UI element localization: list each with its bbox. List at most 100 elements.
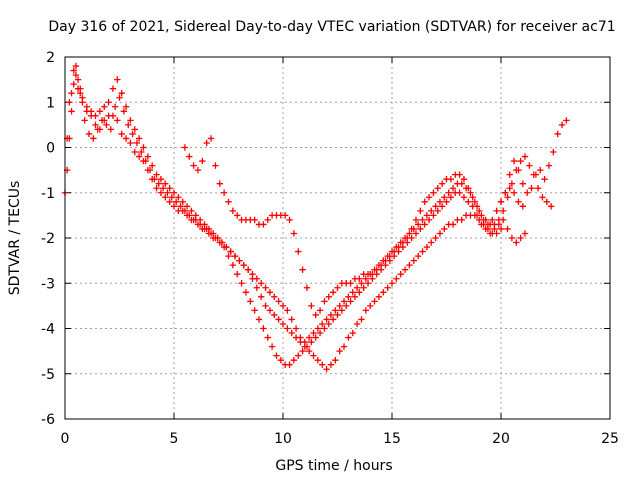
data-point bbox=[111, 103, 119, 110]
data-point bbox=[456, 171, 463, 178]
data-point bbox=[260, 221, 267, 228]
data-point bbox=[312, 334, 319, 341]
data-point bbox=[81, 117, 88, 124]
data-point bbox=[244, 266, 252, 273]
data-point bbox=[541, 175, 548, 183]
data-point bbox=[286, 361, 293, 368]
data-point bbox=[260, 325, 267, 332]
data-point bbox=[284, 325, 291, 332]
data-point bbox=[345, 293, 352, 301]
data-point bbox=[290, 356, 298, 364]
data-point bbox=[70, 80, 77, 88]
data-point bbox=[526, 162, 533, 169]
data-point bbox=[447, 194, 455, 201]
data-point bbox=[425, 216, 433, 224]
data-point bbox=[153, 185, 160, 192]
data-point bbox=[168, 194, 176, 201]
data-point bbox=[523, 189, 531, 196]
data-point bbox=[255, 316, 263, 323]
data-point bbox=[190, 162, 197, 169]
data-point bbox=[153, 171, 160, 178]
x-axis-label: GPS time / hours bbox=[275, 458, 392, 474]
data-point bbox=[162, 194, 169, 201]
data-point bbox=[135, 153, 143, 160]
data-point bbox=[347, 298, 354, 305]
data-point bbox=[70, 67, 77, 74]
data-point bbox=[192, 212, 199, 219]
y-tick-label: -2 bbox=[41, 231, 55, 247]
data-point bbox=[292, 334, 300, 341]
data-point bbox=[358, 316, 365, 323]
data-point bbox=[85, 130, 93, 138]
data-point bbox=[321, 298, 328, 305]
data-point bbox=[271, 293, 278, 301]
data-point bbox=[425, 194, 433, 201]
data-point bbox=[419, 248, 426, 255]
data-point bbox=[443, 198, 450, 205]
data-point bbox=[142, 157, 149, 165]
x-tick-labels: 0 5 10 15 20 25 bbox=[61, 431, 619, 447]
data-point bbox=[155, 180, 162, 187]
data-point bbox=[428, 207, 435, 215]
data-point bbox=[127, 117, 134, 124]
data-point bbox=[327, 311, 335, 319]
data-point bbox=[98, 117, 106, 124]
data-point bbox=[159, 185, 167, 192]
x-tick-label: 25 bbox=[601, 431, 619, 447]
data-point bbox=[447, 175, 455, 183]
data-point bbox=[303, 284, 311, 291]
data-point bbox=[412, 230, 420, 237]
data-point bbox=[460, 194, 468, 201]
data-point bbox=[547, 203, 555, 210]
data-point bbox=[284, 307, 291, 314]
data-point bbox=[305, 334, 313, 341]
data-point bbox=[543, 198, 550, 205]
data-point bbox=[349, 289, 356, 296]
data-point bbox=[170, 203, 178, 210]
data-point bbox=[436, 198, 444, 205]
data-point bbox=[465, 198, 472, 205]
data-point bbox=[247, 298, 254, 305]
data-point bbox=[510, 157, 518, 165]
data-point bbox=[118, 90, 125, 97]
data-point bbox=[194, 166, 202, 174]
data-point bbox=[149, 162, 156, 169]
data-point bbox=[491, 221, 498, 228]
data-point bbox=[393, 275, 400, 282]
data-point bbox=[258, 293, 265, 301]
data-point bbox=[521, 153, 529, 160]
data-point bbox=[356, 275, 363, 282]
y-tick-label: -5 bbox=[41, 367, 55, 383]
data-point bbox=[308, 302, 315, 310]
data-point bbox=[175, 194, 182, 201]
data-point bbox=[510, 189, 518, 196]
data-point bbox=[79, 94, 86, 101]
data-point bbox=[449, 185, 457, 192]
data-point bbox=[140, 144, 147, 151]
data-point bbox=[539, 194, 546, 201]
grid bbox=[65, 57, 610, 419]
data-point bbox=[364, 280, 372, 287]
data-point bbox=[186, 212, 193, 219]
data-point bbox=[74, 76, 82, 83]
data-point bbox=[286, 216, 293, 224]
data-point bbox=[325, 320, 332, 328]
data-point bbox=[127, 139, 134, 147]
data-point bbox=[240, 261, 247, 269]
data-point bbox=[467, 189, 474, 196]
data-point bbox=[441, 225, 448, 233]
data-point bbox=[506, 185, 513, 192]
data-point bbox=[212, 234, 219, 242]
data-point bbox=[301, 338, 308, 346]
data-point bbox=[83, 103, 90, 110]
data-point bbox=[122, 103, 130, 110]
data-point bbox=[96, 108, 104, 115]
data-point bbox=[360, 284, 367, 291]
data-point bbox=[406, 261, 413, 269]
data-point bbox=[528, 185, 535, 192]
data-point bbox=[410, 257, 417, 264]
data-point bbox=[537, 166, 544, 174]
data-point bbox=[517, 157, 524, 165]
data-point bbox=[179, 198, 186, 205]
data-point bbox=[436, 230, 444, 237]
